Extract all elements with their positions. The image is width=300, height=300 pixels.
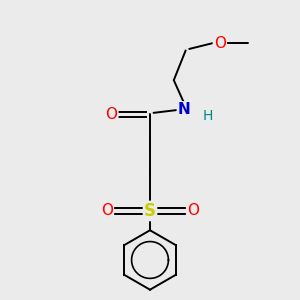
Text: O: O	[214, 35, 226, 50]
Text: O: O	[101, 203, 113, 218]
Text: O: O	[187, 203, 199, 218]
Text: N: N	[178, 102, 190, 117]
Text: S: S	[144, 202, 156, 220]
Text: O: O	[105, 107, 117, 122]
Text: H: H	[203, 109, 213, 123]
